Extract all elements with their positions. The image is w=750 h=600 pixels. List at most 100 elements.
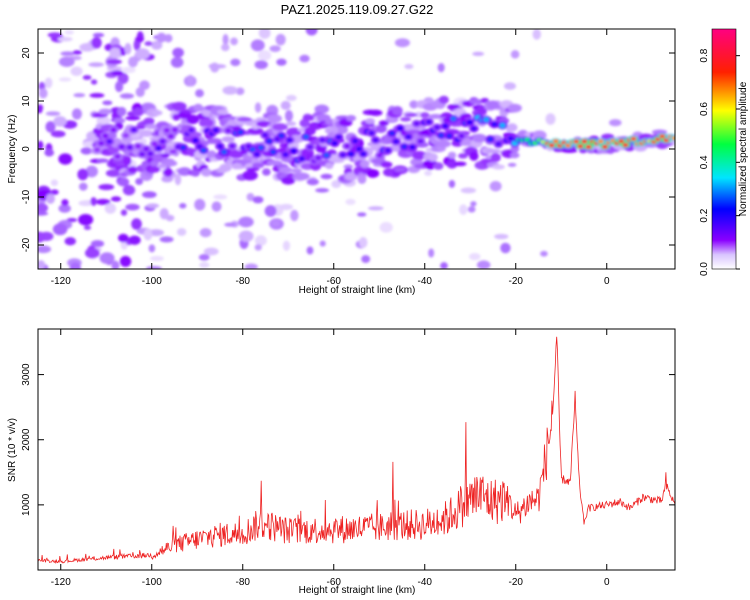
snr-y-axis-label: SNR (10 * v/v) (7, 418, 18, 482)
heatmap-cell (500, 242, 511, 254)
heatmap-cell (503, 82, 517, 90)
heatmap-cell (552, 147, 565, 152)
heatmap-cell (212, 127, 219, 133)
heatmap-cell (127, 166, 138, 174)
colorbar-tick-label: 0.0 (699, 262, 710, 276)
heatmap-cell (405, 134, 412, 140)
heatmap-cell (257, 145, 264, 151)
heatmap-cell (58, 153, 73, 165)
heatmap-cell (98, 108, 113, 115)
heatmap-cell (84, 247, 100, 259)
heatmap-cell (367, 206, 384, 211)
heatmap-cell (425, 119, 432, 125)
heatmap-cell (85, 165, 98, 178)
heatmap-cell (254, 102, 262, 113)
heatmap-cell (532, 130, 547, 141)
heatmap-cell (169, 149, 178, 154)
heatmap-cell (170, 56, 184, 68)
heatmap-cell (281, 176, 296, 185)
heatmap-cell (225, 128, 232, 134)
heatmap-cell (228, 149, 244, 159)
colorbar: 0.0 0.2 0.4 0.6 0.8 Normalized spectral ampl… (699, 28, 749, 276)
heatmap-cell (254, 244, 262, 251)
heatmap-cell (282, 152, 289, 158)
heatmap-cell (499, 122, 506, 128)
heatmap-cell (467, 206, 476, 213)
heatmap-cell (252, 162, 265, 169)
heatmap-cell (392, 105, 403, 116)
heatmap-cell (198, 118, 214, 128)
y-tick-label: 3000 (21, 363, 32, 386)
heatmap-cell (470, 126, 477, 132)
heatmap-cell (306, 178, 319, 186)
heatmap-cell (438, 132, 445, 138)
heatmap-cell (314, 104, 330, 114)
heatmap-cell (420, 112, 430, 119)
heatmap-cell (343, 143, 350, 149)
heatmap-cell (91, 37, 102, 49)
heatmap-cell (412, 150, 427, 160)
heatmap-cell (64, 237, 76, 246)
heatmap-cell (164, 160, 178, 167)
heatmap-cell (155, 145, 162, 151)
x-tick-label: -40 (418, 276, 433, 287)
heatmap-cell (388, 130, 395, 136)
heatmap-cell (238, 216, 254, 228)
x-tick-label: 0 (604, 276, 610, 287)
heatmap-cell (117, 177, 130, 187)
heatmap-cell (266, 160, 283, 166)
heatmap-cell (409, 100, 419, 109)
heatmap-cell (348, 151, 355, 157)
heatmap-cell (217, 143, 223, 149)
heatmap-cell (271, 219, 281, 227)
heatmap-cell (285, 121, 297, 127)
heatmap-cell (510, 152, 520, 159)
heatmap-cell (235, 87, 245, 96)
heatmap-cell (141, 191, 157, 199)
heatmap-cell (476, 260, 491, 269)
heatmap-cell (38, 104, 44, 112)
heatmap-cell (98, 183, 115, 191)
heatmap-cell (447, 151, 457, 159)
heatmap-cell (400, 117, 412, 122)
heatmap-cell (442, 123, 449, 129)
heatmap-cell (459, 204, 468, 215)
heatmap-cell (177, 167, 192, 176)
heatmap-cell (285, 94, 297, 101)
heatmap-cell (401, 144, 408, 150)
heatmap-cell (110, 196, 122, 202)
heatmap-cell (105, 169, 122, 178)
heatmap-cell (92, 32, 105, 38)
heatmap-cell (257, 50, 272, 61)
heatmap-cell (507, 135, 514, 141)
heatmap-cell (487, 136, 494, 142)
heatmap-cell (237, 117, 253, 122)
heatmap-cell (80, 147, 93, 155)
heatmap-cell (57, 36, 73, 42)
heatmap-cell (335, 134, 342, 140)
heatmap-cell (671, 136, 675, 141)
heatmap-cell (622, 142, 629, 147)
heatmap-cell (60, 51, 75, 56)
heatmap-cell (139, 80, 150, 91)
heatmap-cell (102, 133, 109, 139)
x-tick-label: -100 (142, 276, 162, 287)
heatmap-cell (109, 47, 121, 59)
heatmap-cell (58, 56, 75, 67)
heatmap-cell (346, 114, 357, 122)
heatmap-cell (319, 240, 326, 247)
heatmap-cell (167, 133, 174, 139)
heatmap-cell (221, 43, 230, 52)
heatmap-cell (440, 262, 448, 269)
heatmap-cell (98, 140, 105, 146)
heatmap-cell (262, 168, 271, 176)
heatmap-cell (510, 50, 520, 59)
heatmap-cell (345, 198, 356, 205)
heatmap-cell (299, 54, 310, 63)
x-tick-label: -80 (236, 276, 251, 287)
heatmap-cell (495, 141, 502, 147)
heatmap-cell (199, 227, 212, 238)
heatmap-cell (278, 133, 285, 139)
heatmap-cell (139, 151, 146, 157)
